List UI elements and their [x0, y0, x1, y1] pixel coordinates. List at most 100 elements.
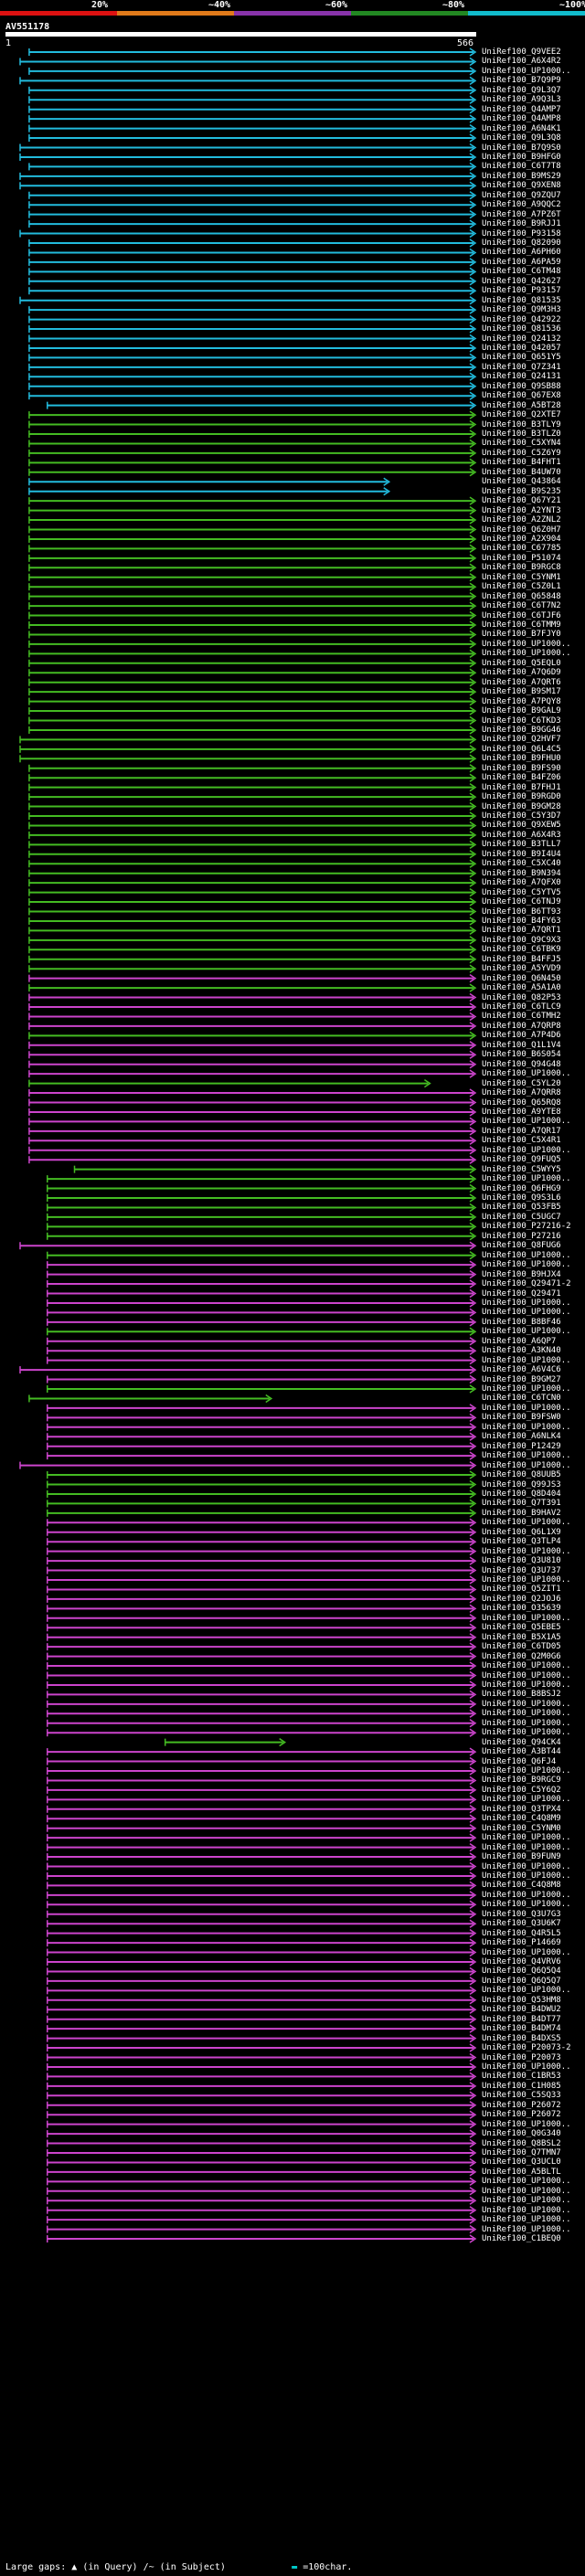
hit-label[interactable]: UniRef100_Q9XEN8 — [482, 181, 561, 191]
hit-label[interactable]: UniRef100_P51074 — [482, 553, 561, 563]
hit-label[interactable]: UniRef100_A9QQC2 — [482, 200, 561, 210]
hit-label[interactable]: UniRef100_B9N394 — [482, 868, 561, 878]
hit-label[interactable]: UniRef100_C6TD05 — [482, 1642, 561, 1652]
hit-label[interactable]: UniRef100_A7P4D6 — [482, 1031, 561, 1041]
hit-label[interactable]: UniRef100_A7PZ6T — [482, 209, 561, 219]
hit-label[interactable]: UniRef100_P27216-2 — [482, 1222, 571, 1232]
hit-label[interactable]: UniRef100_Q9L3Q7 — [482, 85, 561, 95]
hit-label[interactable]: UniRef100_Q53FB5 — [482, 1203, 561, 1213]
hit-label[interactable]: UniRef100_B9HJX4 — [482, 1269, 561, 1279]
hit-label[interactable]: UniRef100_Q24131 — [482, 372, 561, 382]
hit-label[interactable]: UniRef100_C5Z6Y9 — [482, 448, 561, 458]
hit-label[interactable]: UniRef100_A9Q3L3 — [482, 95, 561, 105]
hit-label[interactable]: UniRef100_C4Q8M8 — [482, 1881, 561, 1891]
hit-label[interactable]: UniRef100_UP1000.. — [482, 1460, 571, 1470]
hit-label[interactable]: UniRef100_UP1000.. — [482, 1518, 571, 1528]
hit-label[interactable]: UniRef100_Q651Y5 — [482, 353, 561, 363]
hit-label[interactable]: UniRef100_Q6FHG9 — [482, 1183, 561, 1193]
hit-label[interactable]: UniRef100_B9FUN9 — [482, 1852, 561, 1862]
hit-label[interactable]: UniRef100_B4DXS5 — [482, 2033, 561, 2043]
hit-label[interactable]: UniRef100_O35639 — [482, 1604, 561, 1614]
hit-label[interactable]: UniRef100_Q3UCL0 — [482, 2157, 561, 2168]
hit-label[interactable]: UniRef100_B9I4U4 — [482, 849, 561, 859]
hit-label[interactable]: UniRef100_B9GM28 — [482, 801, 561, 811]
hit-label[interactable]: UniRef100_UP1000.. — [482, 2062, 571, 2072]
hit-label[interactable]: UniRef100_UP1000.. — [482, 1355, 571, 1365]
hit-label[interactable]: UniRef100_Q67EX8 — [482, 391, 561, 401]
hit-label[interactable]: UniRef100_Q2XTE7 — [482, 410, 561, 420]
hit-label[interactable]: UniRef100_UP1000.. — [482, 1795, 571, 1805]
hit-label[interactable]: UniRef100_C6T7N2 — [482, 601, 561, 611]
hit-label[interactable]: UniRef100_Q29471 — [482, 1288, 561, 1299]
hit-label[interactable]: UniRef100_A7QRP8 — [482, 1021, 561, 1031]
hit-label[interactable]: UniRef100_B7Q9P9 — [482, 76, 561, 86]
hit-label[interactable]: UniRef100_P20073-2 — [482, 2043, 571, 2053]
hit-label[interactable]: UniRef100_UP1000.. — [482, 1833, 571, 1843]
hit-label[interactable]: UniRef100_UP1000.. — [482, 1861, 571, 1871]
hit-label[interactable]: UniRef100_A7QRR8 — [482, 1088, 561, 1098]
hit-label[interactable]: UniRef100_P20073 — [482, 2052, 561, 2062]
hit-label[interactable]: UniRef100_B6S054 — [482, 1050, 561, 1060]
hit-label[interactable]: UniRef100_B8BSJ2 — [482, 1690, 561, 1700]
hit-label[interactable]: UniRef100_Q8D404 — [482, 1489, 561, 1499]
hit-label[interactable]: UniRef100_C5X4R1 — [482, 1136, 561, 1146]
hit-label[interactable]: UniRef100_Q82090 — [482, 239, 561, 248]
hit-label[interactable]: UniRef100_Q3TPX4 — [482, 1804, 561, 1814]
hit-label[interactable]: UniRef100_A7QRT1 — [482, 926, 561, 936]
hit-label[interactable]: UniRef100_C1BEQ0 — [482, 2234, 561, 2244]
hit-label[interactable]: UniRef100_Q42922 — [482, 314, 561, 324]
hit-label[interactable]: UniRef100_B9GG46 — [482, 725, 561, 735]
hit-label[interactable]: UniRef100_B9HFG0 — [482, 152, 561, 162]
hit-label[interactable]: UniRef100_Q94G48 — [482, 1059, 561, 1069]
hit-label[interactable]: UniRef100_Q9VEE2 — [482, 48, 561, 57]
hit-label[interactable]: UniRef100_UP1000.. — [482, 1422, 571, 1432]
hit-label[interactable]: UniRef100_UP1000.. — [482, 1871, 571, 1881]
hit-label[interactable]: UniRef100_Q9M3H3 — [482, 305, 561, 315]
hit-label[interactable]: UniRef100_C6TMH2 — [482, 1012, 561, 1022]
hit-label[interactable]: UniRef100_A9YTE8 — [482, 1107, 561, 1117]
hit-label[interactable]: UniRef100_B9RJJ1 — [482, 219, 561, 229]
hit-label[interactable]: UniRef100_UP1000.. — [482, 2205, 571, 2215]
hit-label[interactable]: UniRef100_Q6N450 — [482, 973, 561, 983]
hit-label[interactable]: UniRef100_Q82P53 — [482, 992, 561, 1002]
hit-label[interactable]: UniRef100_A7QRT6 — [482, 677, 561, 687]
hit-label[interactable]: UniRef100_C5YNM0 — [482, 1823, 561, 1833]
hit-label[interactable]: UniRef100_P93158 — [482, 228, 561, 239]
hit-label[interactable]: UniRef100_Q5EQL0 — [482, 658, 561, 668]
hit-label[interactable]: UniRef100_A5BLTL — [482, 2167, 561, 2177]
hit-label[interactable]: UniRef100_Q6L1X9 — [482, 1527, 561, 1537]
hit-label[interactable]: UniRef100_A5YVD9 — [482, 964, 561, 974]
hit-label[interactable]: UniRef100_Q9L3Q8 — [482, 133, 561, 143]
hit-label[interactable]: UniRef100_Q3U6K7 — [482, 1919, 561, 1929]
hit-label[interactable]: UniRef100_B9GAL9 — [482, 706, 561, 716]
hit-label[interactable]: UniRef100_P12429 — [482, 1441, 561, 1451]
hit-label[interactable]: UniRef100_Q9ZQU7 — [482, 190, 561, 200]
hit-label[interactable]: UniRef100_C5XYN4 — [482, 439, 561, 449]
hit-label[interactable]: UniRef100_Q7Z341 — [482, 362, 561, 372]
hit-label[interactable]: UniRef100_Q67Y21 — [482, 496, 561, 506]
hit-label[interactable]: UniRef100_C5UGC7 — [482, 1212, 561, 1222]
hit-label[interactable]: UniRef100_UP1000.. — [482, 1900, 571, 1910]
hit-label[interactable]: UniRef100_Q8FUG6 — [482, 1241, 561, 1251]
hit-label[interactable]: UniRef100_B3TLL7 — [482, 840, 561, 850]
hit-label[interactable]: UniRef100_Q9S3L6 — [482, 1193, 561, 1203]
hit-label[interactable]: UniRef100_C5YL20 — [482, 1078, 561, 1088]
hit-label[interactable]: UniRef100_UP1000.. — [482, 1613, 571, 1623]
hit-label[interactable]: UniRef100_C5Z0L1 — [482, 582, 561, 592]
hit-label[interactable]: UniRef100_A6NLK4 — [482, 1432, 561, 1442]
hit-label[interactable]: UniRef100_Q9SB88 — [482, 381, 561, 391]
hit-label[interactable]: UniRef100_B9FSW0 — [482, 1413, 561, 1423]
hit-label[interactable]: UniRef100_Q6Z0H7 — [482, 525, 561, 535]
hit-label[interactable]: UniRef100_UP1000.. — [482, 1546, 571, 1556]
hit-label[interactable]: UniRef100_Q4AMP7 — [482, 104, 561, 114]
hit-label[interactable]: UniRef100_C6TMM9 — [482, 620, 561, 630]
hit-label[interactable]: UniRef100_Q7TMN7 — [482, 2148, 561, 2157]
hit-label[interactable]: UniRef100_C6TLC9 — [482, 1002, 561, 1012]
hit-label[interactable]: UniRef100_B4FHT1 — [482, 458, 561, 468]
hit-label[interactable]: UniRef100_UP1000.. — [482, 1451, 571, 1461]
hit-label[interactable]: UniRef100_P26072 — [482, 2100, 561, 2110]
hit-label[interactable]: UniRef100_UP1000.. — [482, 1670, 571, 1680]
hit-label[interactable]: UniRef100_C6TM48 — [482, 267, 561, 277]
hit-label[interactable]: UniRef100_Q53HM8 — [482, 1995, 561, 2005]
hit-label[interactable]: UniRef100_UP1000.. — [482, 2177, 571, 2187]
